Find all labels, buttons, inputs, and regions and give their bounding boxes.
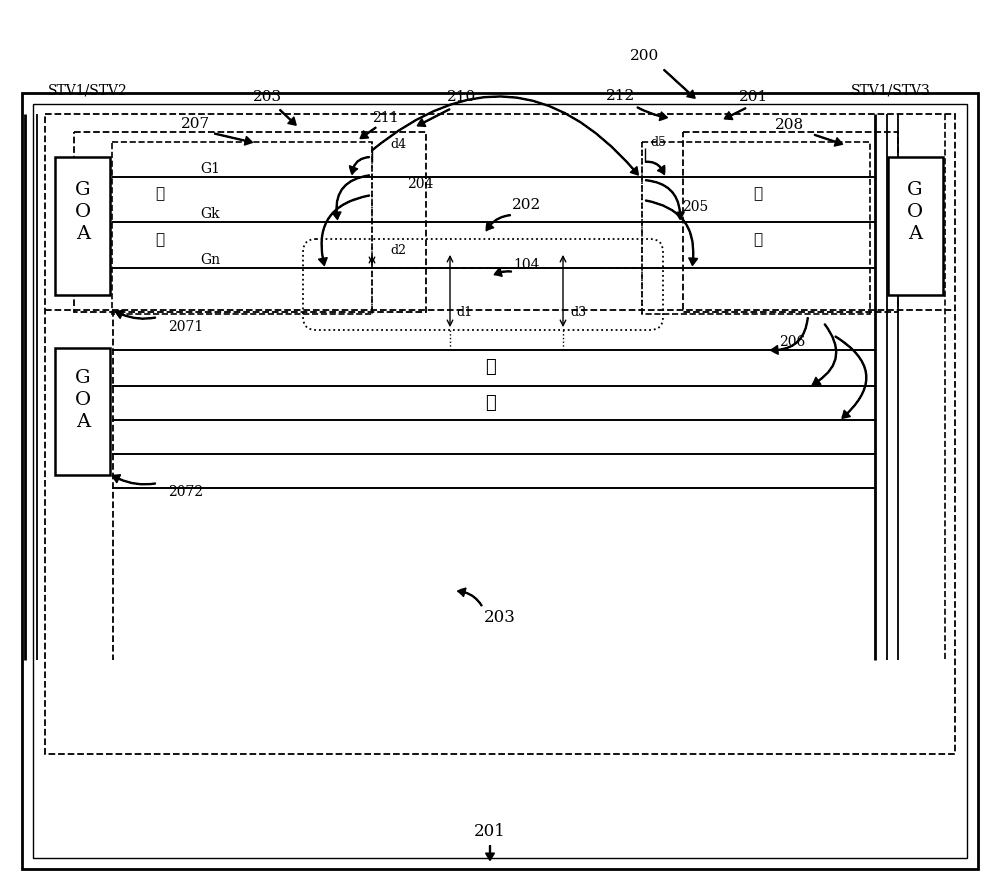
Bar	[683, 132, 898, 312]
Text: A: A	[76, 225, 90, 243]
Text: ⋮: ⋮	[485, 394, 495, 412]
Text: G: G	[907, 181, 923, 199]
Bar	[112, 142, 372, 314]
Text: ⋮: ⋮	[155, 187, 165, 201]
Bar	[22, 93, 978, 869]
Text: d3: d3	[570, 307, 586, 320]
FancyArrowPatch shape	[280, 110, 296, 125]
Text: 212: 212	[606, 89, 636, 103]
Text: d5: d5	[650, 136, 666, 150]
Bar	[33, 104, 967, 858]
Text: O: O	[75, 203, 91, 221]
FancyArrowPatch shape	[637, 107, 667, 120]
Bar	[74, 132, 426, 312]
FancyArrowPatch shape	[771, 318, 808, 354]
Text: Gn: Gn	[200, 253, 220, 267]
FancyArrowPatch shape	[458, 588, 482, 606]
FancyArrowPatch shape	[646, 200, 697, 266]
Text: STV1/STV3: STV1/STV3	[851, 84, 931, 98]
FancyArrowPatch shape	[332, 175, 369, 219]
Text: ⋮: ⋮	[753, 233, 763, 247]
FancyArrowPatch shape	[360, 127, 376, 138]
FancyArrowPatch shape	[350, 157, 369, 175]
Text: ⋮: ⋮	[485, 358, 495, 376]
FancyArrowPatch shape	[815, 135, 842, 146]
FancyArrowPatch shape	[372, 96, 638, 175]
Bar	[888, 157, 943, 295]
Text: O: O	[75, 391, 91, 409]
FancyArrowPatch shape	[112, 475, 155, 485]
Text: G: G	[75, 369, 91, 387]
FancyArrowPatch shape	[646, 161, 665, 175]
Text: d4: d4	[390, 137, 406, 151]
FancyArrowPatch shape	[319, 195, 369, 266]
Text: 203: 203	[484, 609, 516, 626]
Text: d2: d2	[390, 244, 406, 257]
Text: A: A	[908, 225, 922, 243]
FancyArrowPatch shape	[812, 324, 837, 385]
Text: 2071: 2071	[168, 320, 203, 334]
Text: 206: 206	[779, 335, 805, 349]
FancyArrowPatch shape	[486, 215, 510, 231]
FancyArrowPatch shape	[486, 846, 494, 860]
Text: A: A	[76, 413, 90, 431]
Text: Gk: Gk	[200, 207, 220, 221]
Text: 200: 200	[630, 49, 660, 63]
Text: 2072: 2072	[168, 485, 203, 499]
Text: 202: 202	[512, 198, 542, 212]
Text: 201: 201	[739, 90, 769, 104]
Text: 211: 211	[372, 111, 398, 125]
Text: d1: d1	[456, 307, 472, 320]
Bar	[55, 348, 110, 475]
Text: O: O	[907, 203, 923, 221]
Text: 210: 210	[447, 90, 477, 104]
FancyArrowPatch shape	[115, 310, 155, 319]
Text: 104: 104	[514, 258, 540, 272]
FancyArrowPatch shape	[417, 109, 450, 127]
FancyArrowPatch shape	[664, 69, 695, 98]
Text: STV1/STV2: STV1/STV2	[48, 84, 128, 98]
Text: G: G	[75, 181, 91, 199]
Text: 207: 207	[181, 117, 211, 131]
Text: G1: G1	[200, 162, 220, 176]
Text: 208: 208	[775, 118, 805, 132]
FancyArrowPatch shape	[724, 108, 746, 119]
Text: ⋮: ⋮	[155, 233, 165, 247]
Bar	[55, 157, 110, 295]
FancyArrowPatch shape	[835, 336, 867, 418]
Text: 201: 201	[474, 823, 506, 840]
Text: ⋮: ⋮	[753, 187, 763, 201]
FancyArrowPatch shape	[494, 268, 511, 276]
Text: 203: 203	[253, 90, 283, 104]
Bar	[45, 114, 955, 754]
FancyArrowPatch shape	[646, 180, 684, 219]
Text: 204: 204	[407, 177, 433, 191]
FancyArrowPatch shape	[215, 134, 252, 145]
Text: 205: 205	[682, 200, 708, 214]
Bar	[642, 142, 870, 314]
